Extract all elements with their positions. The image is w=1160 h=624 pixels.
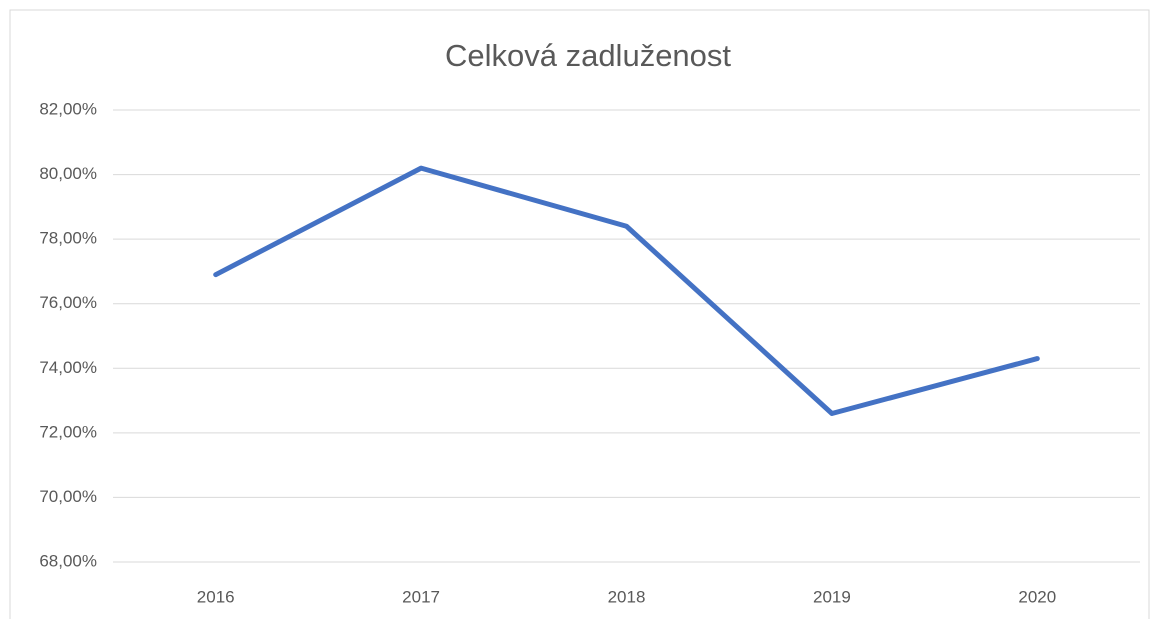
chart-title: Celková zadluženost — [445, 38, 731, 73]
y-tick-label: 82,00% — [39, 99, 97, 118]
y-tick-label: 76,00% — [39, 293, 97, 312]
x-tick-label: 2019 — [813, 587, 851, 606]
y-tick-label: 74,00% — [39, 358, 97, 377]
y-tick-label: 70,00% — [39, 487, 97, 506]
y-tick-label: 68,00% — [39, 551, 97, 570]
x-tick-label: 2017 — [402, 587, 440, 606]
y-tick-label: 80,00% — [39, 164, 97, 183]
data-line — [213, 165, 1040, 416]
y-tick-label: 78,00% — [39, 229, 97, 248]
chart-border — [9, 9, 1150, 624]
y-tick-label: 72,00% — [39, 422, 97, 441]
x-tick-label: 2016 — [197, 587, 235, 606]
x-tick-label: 2018 — [608, 587, 646, 606]
x-tick-label: 2020 — [1018, 587, 1056, 606]
